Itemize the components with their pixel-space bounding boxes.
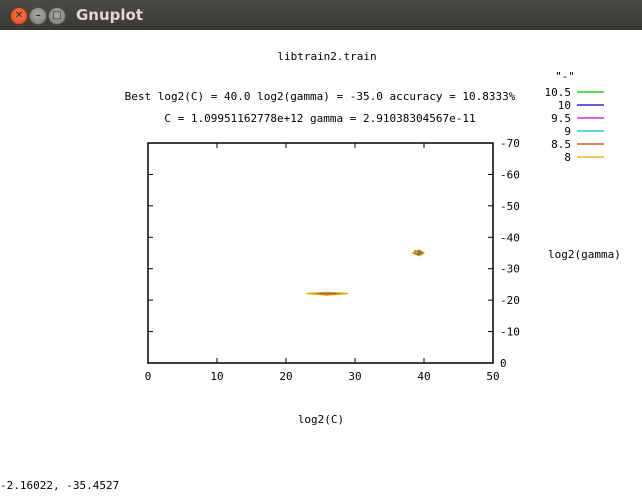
x-tick-label: 30 bbox=[348, 370, 361, 383]
contour-line-8 bbox=[412, 249, 426, 257]
legend-label: 10 bbox=[558, 99, 571, 112]
y-tick-label: -60 bbox=[500, 168, 520, 181]
window-title: Gnuplot bbox=[76, 6, 144, 24]
x-tick-label: 20 bbox=[279, 370, 292, 383]
maximize-window-button[interactable]: □ bbox=[48, 7, 66, 25]
x-axis-label: log2(C) bbox=[298, 413, 344, 426]
plot-frame bbox=[147, 142, 494, 364]
legend-label: 10.5 bbox=[545, 86, 572, 99]
plot-title: libtrain2.train bbox=[277, 50, 376, 63]
y-tick-label: -10 bbox=[500, 326, 520, 339]
y-axis-label: log2(gamma) bbox=[548, 248, 621, 261]
legend-header: "-" bbox=[555, 70, 575, 83]
legend-label: 8 bbox=[564, 151, 571, 164]
y-tick-label: 0 bbox=[500, 357, 507, 370]
axis-ticks: 0 10 20 30 40 500-10-20-30-40-50-60-70 bbox=[145, 137, 520, 383]
minimize-window-button[interactable]: – bbox=[29, 7, 47, 25]
contour-lines bbox=[306, 249, 426, 296]
legend-label: 9.5 bbox=[551, 112, 571, 125]
y-tick-label: -20 bbox=[500, 294, 520, 307]
plot-canvas[interactable]: libtrain2.train Best log2(C) = 40.0 log2… bbox=[0, 30, 642, 493]
y-tick-label: -50 bbox=[500, 200, 520, 213]
c-gamma-line: C = 1.09951162778e+12 gamma = 2.91038304… bbox=[164, 112, 475, 125]
x-tick-label: 50 bbox=[486, 370, 499, 383]
close-window-button[interactable]: ✕ bbox=[10, 7, 28, 25]
x-tick-label: 40 bbox=[417, 370, 430, 383]
x-tick-label: 10 bbox=[210, 370, 223, 383]
contour-line-8 bbox=[306, 291, 349, 296]
y-tick-label: -70 bbox=[500, 137, 520, 150]
legend-label: 8.5 bbox=[551, 138, 571, 151]
best-params-line: Best log2(C) = 40.0 log2(gamma) = -35.0 … bbox=[125, 90, 516, 103]
y-tick-label: -40 bbox=[500, 231, 520, 244]
legend-label: 9 bbox=[564, 125, 571, 138]
y-tick-label: -30 bbox=[500, 263, 520, 276]
status-coordinates: -2.16022, -35.4527 bbox=[0, 479, 120, 492]
contour-line-9 bbox=[418, 251, 423, 255]
x-tick-label: 0 bbox=[145, 370, 152, 383]
plot-svg[interactable]: libtrain2.train Best log2(C) = 40.0 log2… bbox=[0, 30, 642, 493]
window-titlebar: ✕ – □ Gnuplot bbox=[0, 0, 642, 31]
